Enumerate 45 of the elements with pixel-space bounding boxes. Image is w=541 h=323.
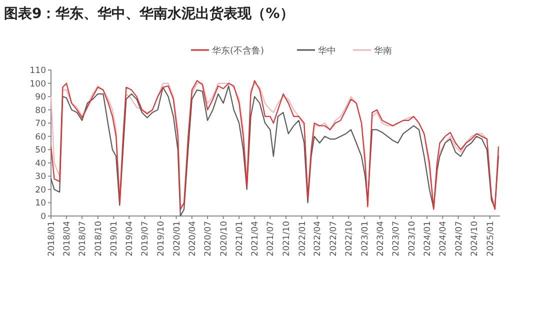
chart-title: 图表9：华东、华中、华南水泥出货表现（%） <box>4 5 294 22</box>
x-tick-label: 2022/10 <box>344 221 355 256</box>
y-tick-label: 100 <box>30 79 46 90</box>
x-tick-label: 2018/04 <box>62 221 72 256</box>
x-tick-label: 2022/01 <box>298 221 308 256</box>
y-tick-label: 80 <box>35 106 46 116</box>
x-tick-label: 2023/07 <box>391 221 402 256</box>
x-tick-label: 2022/04 <box>313 221 324 256</box>
legend-label: 华中 <box>318 46 336 56</box>
y-tick-label: 30 <box>35 172 46 182</box>
x-tick-label: 2020/10 <box>219 221 230 256</box>
y-tick-label: 40 <box>35 158 46 169</box>
y-tick-label: 110 <box>30 66 46 76</box>
x-tick-label: 2018/01 <box>47 221 57 256</box>
x-tick-label: 2024/07 <box>454 221 464 256</box>
y-tick-label: 60 <box>35 132 46 142</box>
x-tick-label: 2020/07 <box>204 221 214 256</box>
y-tick-label: 50 <box>35 146 46 156</box>
legend-label: 华东(不含鲁) <box>212 46 264 56</box>
x-tick-label: 2023/01 <box>360 221 370 256</box>
x-tick-label: 2024/01 <box>423 221 434 256</box>
x-tick-label: 2020/04 <box>188 221 198 256</box>
x-tick-label: 2021/01 <box>235 221 246 256</box>
x-tick-label: 2019/10 <box>156 221 167 256</box>
legend-label: 华南 <box>374 46 392 56</box>
x-tick-label: 2020/01 <box>172 221 182 256</box>
x-tick-label: 2019/04 <box>125 221 136 256</box>
x-tick-label: 2023/10 <box>407 221 418 256</box>
y-tick-label: 0 <box>40 212 46 222</box>
x-tick-label: 2019/01 <box>110 221 120 256</box>
y-tick-label: 20 <box>35 185 46 196</box>
x-tick-label: 2021/10 <box>282 221 292 256</box>
y-tick-label: 90 <box>35 92 46 103</box>
x-tick-label: 2018/07 <box>78 221 88 256</box>
y-tick-label: 10 <box>35 198 46 209</box>
x-tick-label: 2022/07 <box>328 221 339 256</box>
x-tick-label: 2018/10 <box>94 221 104 256</box>
x-tick-label: 2023/04 <box>376 221 386 256</box>
x-tick-label: 2021/07 <box>266 221 276 256</box>
x-tick-label: 2019/07 <box>140 221 151 256</box>
x-tick-label: 2025/01 <box>486 221 496 256</box>
x-tick-label: 2024/04 <box>438 221 449 256</box>
y-tick-label: 70 <box>35 119 46 130</box>
x-tick-label: 2024/10 <box>470 221 480 256</box>
x-tick-label: 2021/04 <box>250 221 261 256</box>
